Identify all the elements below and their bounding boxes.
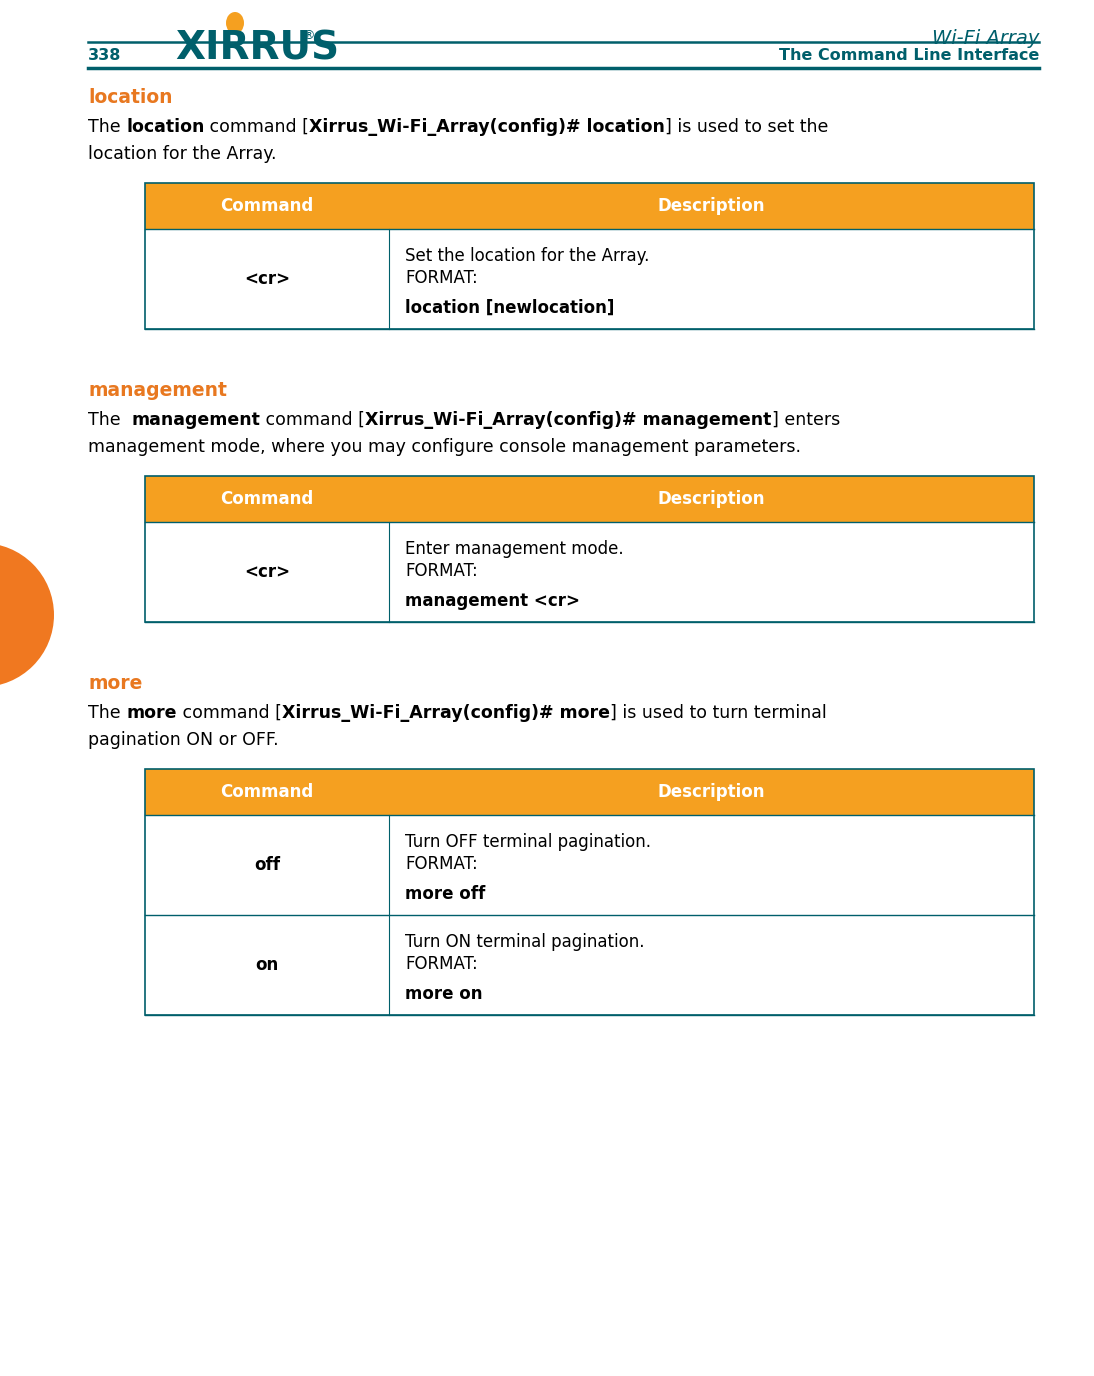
- Text: Enter management mode.: Enter management mode.: [406, 539, 624, 559]
- Bar: [146, 815, 1034, 915]
- Text: Command: Command: [221, 783, 314, 801]
- Text: FORMAT:: FORMAT:: [406, 955, 478, 973]
- Text: Xirrus_Wi-Fi_Array(config)# location: Xirrus_Wi-Fi_Array(config)# location: [310, 118, 665, 136]
- Text: more: more: [88, 674, 142, 694]
- Text: on: on: [256, 956, 279, 974]
- Text: FORMAT:: FORMAT:: [406, 561, 478, 581]
- Text: location: location: [88, 88, 173, 107]
- Text: ] is used to set the: ] is used to set the: [665, 118, 828, 136]
- Text: Description: Description: [657, 783, 766, 801]
- Text: ] is used to turn terminal: ] is used to turn terminal: [609, 705, 826, 722]
- Text: ®: ®: [302, 29, 314, 43]
- Ellipse shape: [226, 12, 244, 34]
- Text: command [: command [: [176, 705, 281, 722]
- Text: management <cr>: management <cr>: [406, 592, 581, 610]
- Text: location: location: [126, 118, 205, 136]
- Text: management: management: [131, 411, 260, 429]
- Text: more off: more off: [406, 885, 486, 903]
- Bar: [146, 183, 1034, 329]
- Text: off: off: [254, 856, 280, 874]
- Text: FORMAT:: FORMAT:: [406, 854, 478, 872]
- Text: command [: command [: [205, 118, 310, 136]
- Bar: [146, 769, 1034, 815]
- Text: management: management: [88, 381, 226, 400]
- Text: management mode, where you may configure console management parameters.: management mode, where you may configure…: [88, 438, 801, 455]
- Text: Xirrus_Wi-Fi_Array(config)# management: Xirrus_Wi-Fi_Array(config)# management: [365, 411, 771, 429]
- Text: location for the Array.: location for the Array.: [88, 144, 277, 162]
- Text: location [newlocation]: location [newlocation]: [406, 299, 615, 316]
- Bar: [146, 476, 1034, 522]
- Text: Description: Description: [657, 197, 766, 215]
- Text: ] enters: ] enters: [771, 411, 840, 429]
- Bar: [146, 476, 1034, 622]
- Text: Set the location for the Array.: Set the location for the Array.: [406, 248, 650, 266]
- Text: pagination ON or OFF.: pagination ON or OFF.: [88, 731, 279, 749]
- Text: Turn ON terminal pagination.: Turn ON terminal pagination.: [406, 933, 645, 951]
- Text: The: The: [88, 705, 126, 722]
- Text: command [: command [: [260, 411, 365, 429]
- Text: Wi-Fi Array: Wi-Fi Array: [932, 29, 1039, 48]
- Text: <cr>: <cr>: [244, 270, 290, 288]
- Text: The Command Line Interface: The Command Line Interface: [779, 48, 1039, 63]
- Text: FORMAT:: FORMAT:: [406, 268, 478, 288]
- Text: <cr>: <cr>: [244, 563, 290, 581]
- Text: Xirrus_Wi-Fi_Array(config)# more: Xirrus_Wi-Fi_Array(config)# more: [281, 705, 609, 722]
- Text: 338: 338: [88, 48, 121, 63]
- Text: Command: Command: [221, 197, 314, 215]
- Bar: [146, 183, 1034, 228]
- Text: Command: Command: [221, 490, 314, 508]
- Text: XIRRUS: XIRRUS: [175, 29, 339, 67]
- Bar: [146, 769, 1034, 1015]
- Text: Turn OFF terminal pagination.: Turn OFF terminal pagination.: [406, 832, 651, 850]
- Text: The: The: [88, 118, 126, 136]
- Text: The: The: [88, 411, 131, 429]
- Bar: [146, 522, 1034, 622]
- Circle shape: [0, 544, 54, 687]
- Text: more: more: [126, 705, 176, 722]
- Text: Description: Description: [657, 490, 766, 508]
- Text: more on: more on: [406, 985, 482, 1003]
- Bar: [146, 228, 1034, 329]
- Bar: [146, 915, 1034, 1015]
